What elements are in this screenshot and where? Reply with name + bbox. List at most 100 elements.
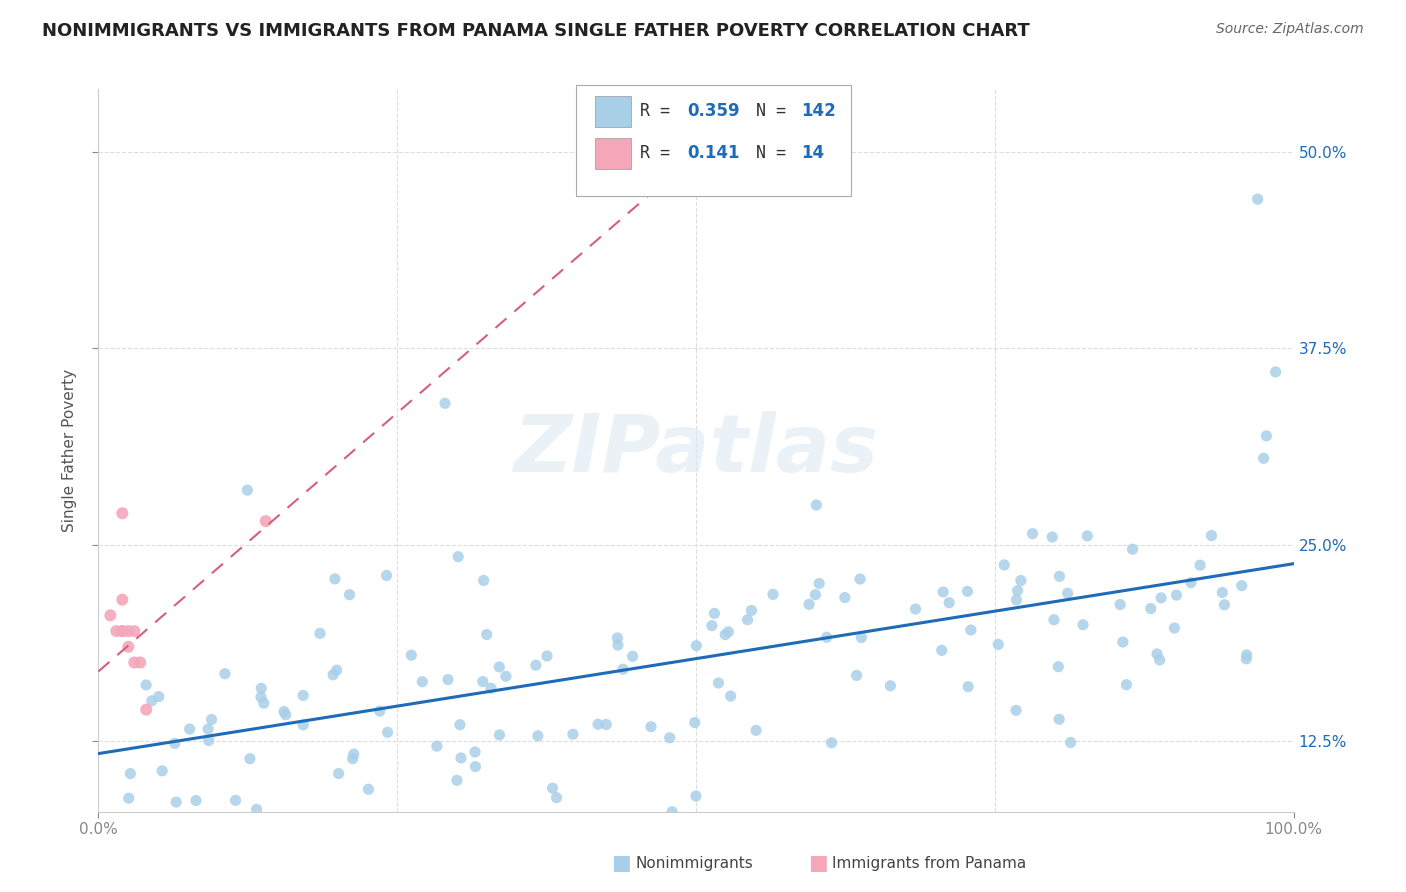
Point	[987, 637, 1010, 651]
Point	[274, 707, 297, 722]
Point	[187, 814, 209, 829]
Point	[328, 766, 350, 780]
Point	[254, 514, 277, 528]
Point	[357, 782, 380, 797]
Point	[197, 722, 219, 736]
Point	[464, 745, 486, 759]
Point	[1059, 735, 1081, 749]
Point	[339, 588, 361, 602]
Point	[375, 568, 398, 582]
Point	[685, 789, 707, 803]
Point	[1005, 592, 1028, 607]
Point	[1076, 529, 1098, 543]
Point	[449, 717, 471, 731]
Point	[1071, 617, 1094, 632]
Y-axis label: Single Father Poverty: Single Father Poverty	[62, 369, 77, 532]
Point	[607, 638, 630, 652]
Point	[118, 791, 141, 805]
Text: ZIPatlas: ZIPatlas	[513, 411, 879, 490]
Point	[762, 587, 785, 601]
Point	[797, 598, 820, 612]
Point	[309, 626, 332, 640]
Point	[124, 624, 146, 639]
Point	[1264, 365, 1286, 379]
Point	[851, 631, 873, 645]
Point	[292, 689, 315, 703]
Point	[1109, 598, 1132, 612]
Text: R =: R =	[640, 103, 679, 120]
Point	[111, 624, 134, 639]
Point	[737, 613, 759, 627]
Point	[179, 722, 201, 736]
Point	[323, 572, 346, 586]
Point	[1146, 647, 1168, 661]
Point	[561, 727, 583, 741]
Point	[1211, 585, 1233, 599]
Point	[239, 752, 262, 766]
Point	[184, 794, 207, 808]
Point	[1256, 429, 1278, 443]
Text: N =: N =	[756, 103, 796, 120]
Point	[250, 681, 273, 696]
Point	[586, 717, 609, 731]
Point	[703, 607, 725, 621]
Point	[714, 627, 737, 641]
Point	[495, 669, 517, 683]
Point	[1189, 558, 1212, 573]
Point	[434, 396, 457, 410]
Point	[479, 681, 502, 696]
Point	[135, 678, 157, 692]
Point	[488, 660, 510, 674]
Point	[141, 694, 163, 708]
Point	[904, 602, 927, 616]
Point	[640, 720, 662, 734]
Point	[536, 648, 558, 663]
Point	[488, 728, 510, 742]
Point	[98, 852, 122, 866]
Text: Nonimmigrants: Nonimmigrants	[636, 856, 754, 871]
Point	[524, 658, 547, 673]
Point	[165, 795, 187, 809]
Point	[1047, 712, 1070, 726]
Point	[111, 624, 134, 639]
Point	[621, 649, 644, 664]
Point	[595, 717, 617, 731]
Point	[1115, 678, 1137, 692]
Point	[707, 676, 730, 690]
Point	[129, 656, 152, 670]
Point	[606, 631, 628, 645]
Text: 0.359: 0.359	[688, 103, 740, 120]
Point	[661, 805, 683, 819]
Point	[1163, 621, 1185, 635]
Point	[411, 674, 433, 689]
Point	[401, 648, 423, 663]
Point	[120, 766, 142, 780]
Point	[472, 574, 495, 588]
Point	[200, 713, 222, 727]
Point	[1040, 530, 1063, 544]
Point	[111, 592, 134, 607]
Point	[527, 729, 550, 743]
Point	[612, 662, 634, 676]
Point	[124, 656, 146, 670]
Point	[658, 731, 681, 745]
Point	[105, 624, 128, 639]
Point	[426, 739, 449, 753]
Text: NONIMMIGRANTS VS IMMIGRANTS FROM PANAMA SINGLE FATHER POVERTY CORRELATION CHART: NONIMMIGRANTS VS IMMIGRANTS FROM PANAMA …	[42, 22, 1031, 40]
Point	[806, 498, 828, 512]
Text: 14: 14	[801, 145, 824, 162]
Point	[117, 640, 139, 654]
Point	[845, 668, 868, 682]
Text: 142: 142	[801, 103, 837, 120]
Point	[437, 673, 460, 687]
Point	[717, 624, 740, 639]
Point	[956, 584, 979, 599]
Point	[1122, 542, 1144, 557]
Point	[273, 705, 295, 719]
Point	[1236, 648, 1258, 662]
Point	[938, 596, 960, 610]
Point	[834, 591, 856, 605]
Point	[541, 781, 564, 796]
Point	[820, 736, 842, 750]
Point	[250, 690, 273, 705]
